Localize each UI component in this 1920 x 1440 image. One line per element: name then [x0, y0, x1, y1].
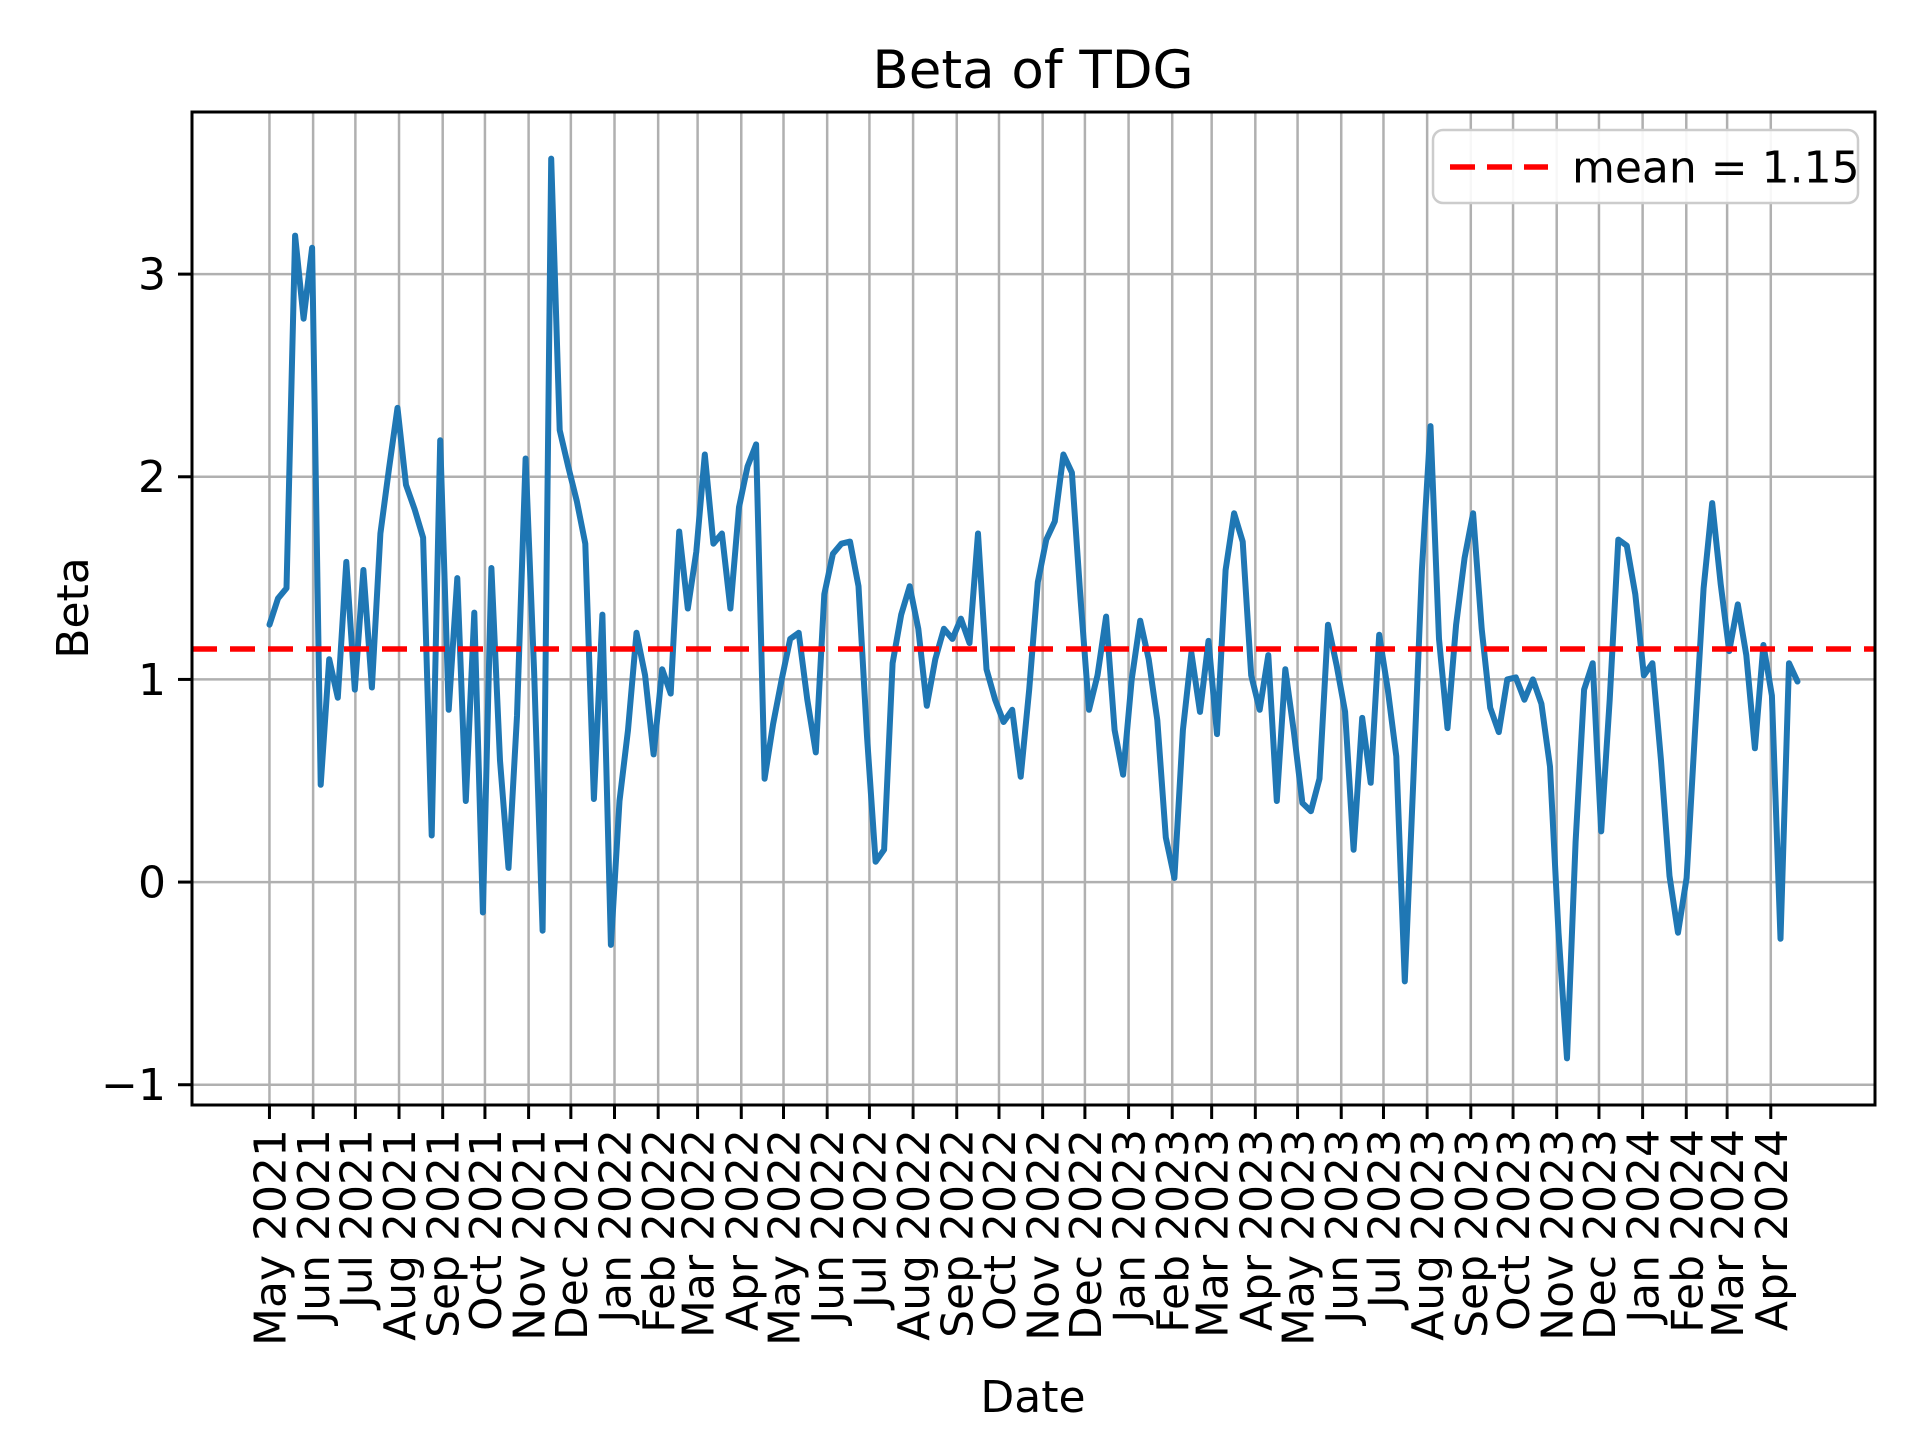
x-tick-label-jul-2022: Jul 2022 [845, 1129, 896, 1311]
grid-lines [192, 112, 1875, 1105]
beta-series-path [266, 155, 1801, 1062]
x-tick-label-sep-2022: Sep 2022 [933, 1129, 984, 1338]
legend-label: mean = 1.15 [1572, 142, 1860, 193]
legend: mean = 1.15 [1431, 128, 1860, 205]
x-tick-label-sep-2021: Sep 2021 [419, 1129, 470, 1338]
x-tick-label-mar-2024: Mar 2024 [1703, 1129, 1754, 1338]
y-tick-label-0: 0 [138, 857, 166, 908]
x-tick-label-mar-2022: Mar 2022 [674, 1129, 725, 1338]
y-tick-label-1: 1 [138, 655, 166, 706]
x-tick-label-apr-2023: Apr 2023 [1231, 1129, 1282, 1331]
x-tick-label-apr-2022: Apr 2022 [717, 1129, 768, 1331]
beta-series-line [266, 155, 1801, 1062]
x-tick-label-aug-2021: Aug 2021 [375, 1129, 426, 1341]
x-tick-label-apr-2024: Apr 2024 [1747, 1129, 1798, 1331]
x-tick-label-dec-2022: Dec 2022 [1061, 1129, 1112, 1340]
x-axis-label: Date [980, 1372, 1085, 1423]
x-tick-label-dec-2023: Dec 2023 [1575, 1129, 1626, 1340]
x-tick-label-feb-2022: Feb 2022 [634, 1129, 685, 1333]
y-tick-label-−1: −1 [101, 1060, 166, 1111]
x-tick-label-nov-2022: Nov 2022 [1019, 1129, 1070, 1341]
x-tick-label-feb-2023: Feb 2023 [1148, 1129, 1199, 1333]
x-tick-label-dec-2021: Dec 2021 [547, 1129, 598, 1340]
x-tick-label-jan-2024: Jan 2024 [1619, 1129, 1670, 1326]
x-tick-label-jun-2021: Jun 2021 [289, 1129, 340, 1327]
x-tick-label-jan-2023: Jan 2023 [1105, 1129, 1156, 1326]
x-tick-label-jan-2022: Jan 2022 [591, 1129, 642, 1326]
x-tick-label-may-2022: May 2022 [760, 1129, 811, 1346]
y-tick-label-3: 3 [138, 250, 166, 301]
x-tick-label-sep-2023: Sep 2023 [1447, 1129, 1498, 1338]
x-tick-label-mar-2023: Mar 2023 [1188, 1129, 1239, 1338]
x-tick-label-jul-2021: Jul 2021 [331, 1129, 382, 1311]
plot-border [190, 110, 1877, 1107]
y-tick-label-2: 2 [138, 452, 166, 503]
x-tick-label-aug-2023: Aug 2023 [1403, 1129, 1454, 1341]
x-tick-label-aug-2022: Aug 2022 [889, 1129, 940, 1341]
chart-title: Beta of TDG [872, 40, 1193, 101]
y-axis-label: Beta [48, 557, 99, 658]
x-tick-label-oct-2022: Oct 2022 [975, 1129, 1026, 1331]
y-tick-labels: 3 2 1 0 −1 [101, 250, 166, 1112]
x-tick-label-may-2021: May 2021 [245, 1129, 296, 1346]
x-tick-label-nov-2023: Nov 2023 [1533, 1129, 1584, 1341]
tick-marks [178, 272, 1773, 1119]
legend-box [1431, 128, 1860, 205]
x-tick-label-nov-2021: Nov 2021 [505, 1129, 556, 1341]
x-tick-label-jun-2022: Jun 2022 [803, 1129, 854, 1327]
x-tick-label-oct-2021: Oct 2021 [461, 1129, 512, 1331]
x-tick-label-jun-2023: Jun 2023 [1317, 1129, 1368, 1327]
x-tick-label-may-2023: May 2023 [1274, 1129, 1325, 1346]
x-tick-label-jul-2023: Jul 2023 [1359, 1129, 1410, 1311]
x-tick-label-feb-2024: Feb 2024 [1662, 1129, 1713, 1333]
x-tick-label-oct-2023: Oct 2023 [1489, 1129, 1540, 1331]
